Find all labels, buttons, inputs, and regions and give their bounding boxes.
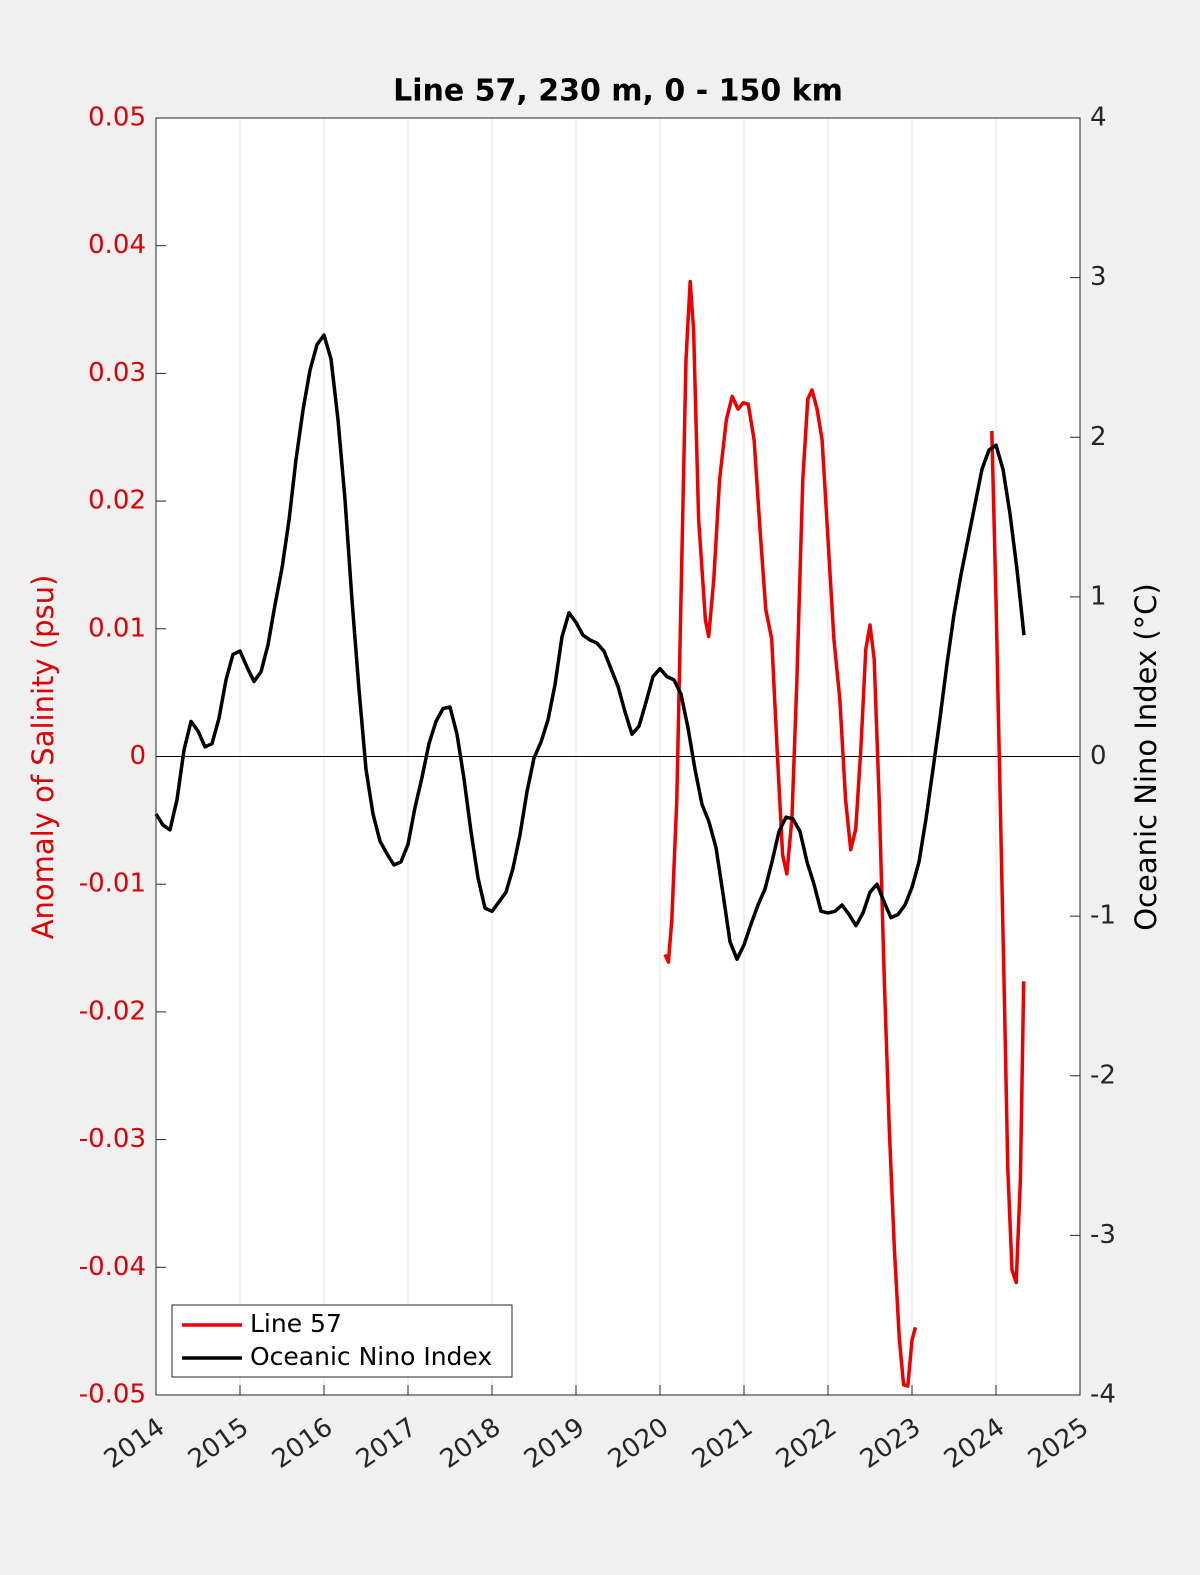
y-axis-label: Anomaly of Salinity (psu) [26,575,60,940]
y2-tick-label: -1 [1090,901,1116,931]
y2-tick-label: 2 [1090,422,1107,452]
y2-tick-label: -2 [1090,1060,1116,1090]
legend-label: Oceanic Nino Index [250,1342,492,1371]
y2-tick-label: 1 [1090,581,1107,611]
y2-tick-label: 3 [1090,262,1107,292]
y2-tick-label: 0 [1090,741,1107,771]
y-tick-label: -0.04 [79,1252,146,1282]
y-tick-label: -0.05 [79,1380,146,1410]
legend: Line 57 Oceanic Nino Index [171,1304,513,1378]
plot-frame [155,117,1081,1396]
chart-title: Line 57, 230 m, 0 - 150 km [393,74,843,109]
y-tick-label: 0.04 [88,230,146,260]
y-tick-label: 0.05 [88,103,146,133]
y2-tick-label: -4 [1090,1380,1116,1410]
y-tick-label: 0.03 [88,358,146,388]
legend-box [171,1304,513,1378]
legend-label: Line 57 [250,1309,342,1338]
data-line [154,333,1026,961]
y-tick-label: 0.01 [88,613,146,643]
y2-axis-label: Oceanic Nino Index (°C) [1129,583,1163,931]
y-tick-label: -0.03 [79,1124,146,1154]
y2-tick-label: -3 [1090,1220,1116,1250]
y-tick-label: -0.02 [79,996,146,1026]
y-tick-label: 0.02 [88,486,146,516]
y-tick-label: 0 [129,741,146,771]
y2-tick-label: 4 [1090,103,1107,133]
y-tick-label: -0.01 [79,869,146,899]
